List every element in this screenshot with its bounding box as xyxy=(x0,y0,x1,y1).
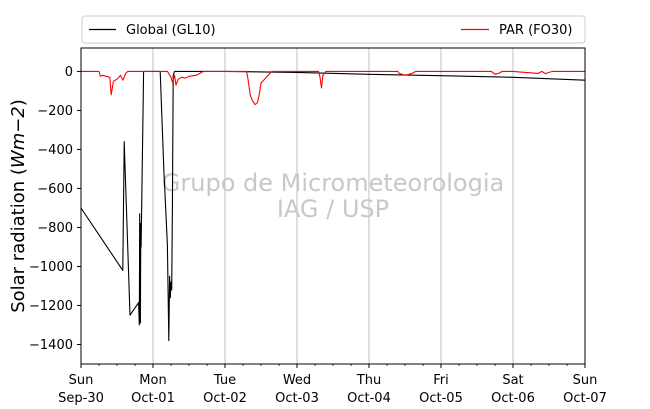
y-tick-label-2: −400 xyxy=(37,143,73,158)
y-axis-label: Solar radiation (Wm−2) xyxy=(8,99,29,313)
x-tick-label-day-1: Mon xyxy=(139,373,166,388)
plot-area xyxy=(81,48,585,364)
y-tick-label-0: 0 xyxy=(65,65,73,80)
axis-ticks: Sun Sep-30 Mon Oct-01 Tue Oct-02 Wed Oct-03 Thu O… xyxy=(29,65,607,406)
x-tick-label-date-4: Oct-04 xyxy=(347,391,391,406)
watermark: Grupo de Micrometeorologia IAG / USP xyxy=(162,169,504,223)
series-layer xyxy=(80,70,586,342)
x-tick-label-date-1: Oct-01 xyxy=(131,391,175,406)
x-tick-label-day-5: Fri xyxy=(433,373,449,388)
series-line-par xyxy=(81,70,585,106)
y-tick-label-1: −200 xyxy=(37,104,73,119)
x-tick-label-day-7: Sun xyxy=(573,373,598,388)
y-tick-label-6: −1200 xyxy=(29,299,73,314)
x-tick-label-day-4: Thu xyxy=(356,373,381,388)
x-tick-label-day-0: Sun xyxy=(69,373,94,388)
legend: Global (GL10) PAR (FO30) xyxy=(81,15,586,44)
legend-frame xyxy=(81,15,586,44)
x-tick-label-date-6: Oct-06 xyxy=(491,391,535,406)
watermark-line-1: Grupo de Micrometeorologia xyxy=(162,169,504,197)
y-tick-label-7: −1400 xyxy=(29,338,73,353)
watermark-line-2: IAG / USP xyxy=(277,195,389,223)
x-tick-label-date-3: Oct-03 xyxy=(275,391,319,406)
x-tick-label-day-2: Tue xyxy=(213,373,236,388)
x-tick-label-date-2: Oct-02 xyxy=(203,391,247,406)
x-tick-label-date-0: Sep-30 xyxy=(58,391,104,406)
y-axis-label-unit: Wm−2 xyxy=(8,106,29,168)
y-tick-label-3: −600 xyxy=(37,182,73,197)
x-tick-label-date-5: Oct-05 xyxy=(419,391,463,406)
legend-label-par: PAR (FO30) xyxy=(499,23,572,38)
y-axis-label-suffix: ) xyxy=(8,99,29,106)
x-tick-label-date-7: Oct-07 xyxy=(563,391,607,406)
y-axis-label-prefix: Solar radiation ( xyxy=(8,168,29,313)
legend-label-global: Global (GL10) xyxy=(126,23,216,38)
y-tick-label-4: −800 xyxy=(37,221,73,236)
y-tick-label-5: −1000 xyxy=(29,260,73,275)
x-tick-label-day-3: Wed xyxy=(283,373,311,388)
grid-lines xyxy=(152,48,514,364)
x-tick-label-day-6: Sat xyxy=(502,373,523,388)
